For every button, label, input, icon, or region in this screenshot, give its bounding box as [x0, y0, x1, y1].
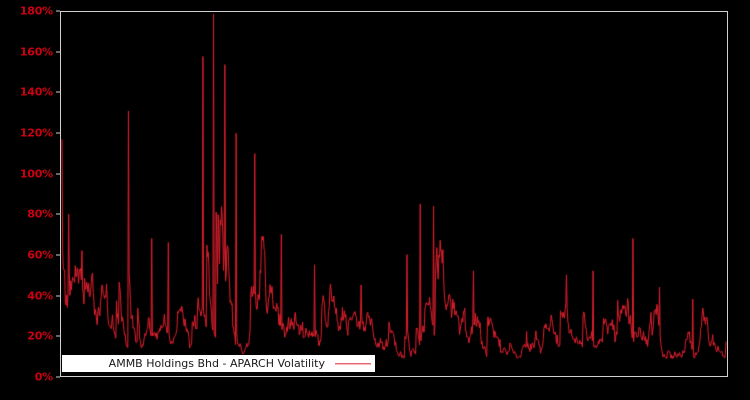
- y-tick-label-60: 60%: [27, 248, 53, 262]
- y-tick-label-180: 180%: [19, 4, 53, 18]
- y-tick-label-140: 140%: [19, 85, 53, 99]
- red-line-swatch: [335, 358, 371, 369]
- y-tick-label-0: 0%: [34, 370, 53, 384]
- y-tick-mark: [56, 132, 60, 134]
- y-tick-label-100: 100%: [19, 167, 53, 181]
- volatility-series-canvas: [61, 12, 727, 376]
- y-tick-mark: [56, 173, 60, 175]
- y-axis: 0% 20% 40% 60% 80% 100% 120% 140% 160% 180%: [0, 0, 60, 400]
- y-tick-mark: [56, 254, 60, 256]
- y-tick-mark: [56, 91, 60, 93]
- chart-legend[interactable]: AMMB Holdings Bhd - APARCH Volatility: [62, 355, 375, 372]
- y-tick-mark: [56, 376, 60, 378]
- y-tick-label-20: 20%: [27, 329, 53, 343]
- plot-area: [60, 11, 728, 377]
- y-tick-label-120: 120%: [19, 126, 53, 140]
- y-tick-mark: [56, 51, 60, 53]
- y-tick-label-80: 80%: [27, 207, 53, 221]
- y-tick-label-40: 40%: [27, 289, 53, 303]
- y-tick-mark: [56, 295, 60, 297]
- y-tick-mark: [56, 10, 60, 12]
- y-tick-label-160: 160%: [19, 45, 53, 59]
- y-tick-mark: [56, 213, 60, 215]
- legend-label: AMMB Holdings Bhd - APARCH Volatility: [108, 357, 325, 370]
- y-tick-mark: [56, 335, 60, 337]
